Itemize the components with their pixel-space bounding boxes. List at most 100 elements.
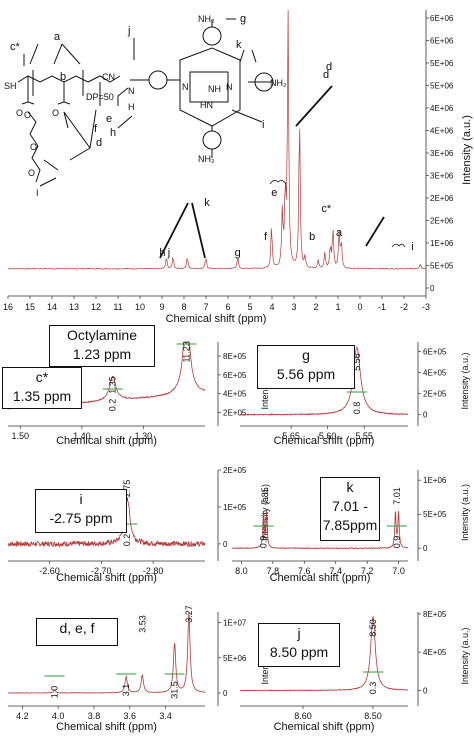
main-y-axis-label: Intensity (a.u.) [461, 115, 473, 185]
box-g-line1: g [302, 347, 310, 363]
integral-label: 0.3 [368, 682, 378, 695]
box-c-star-line2: 1.35 ppm [12, 388, 72, 404]
main-y-tick-label: 0 [430, 284, 435, 293]
box-k-line3: 7.85ppm [322, 517, 378, 533]
peak-value-label: 7.01 [392, 487, 402, 505]
panel-x-tick-label: 3.4 [159, 711, 172, 721]
panel-y-axis-label: Intensity (a.u.) [460, 484, 470, 541]
panel-x-axis-label: Chemical shift (ppm) [56, 721, 157, 733]
panel-y-tick-label: 0 [223, 689, 228, 698]
panel-x-tick-label: -2.70 [91, 566, 112, 576]
panel-y-tick-label: 6E+05 [423, 347, 447, 356]
box-k: k 7.01 - 7.85ppm [320, 477, 380, 541]
structure-annotation-h: h [110, 127, 116, 139]
panel-x-tick-label: 8.60 [294, 711, 312, 721]
panel-x-axis-label: Chemical shift (ppm) [56, 572, 157, 584]
panel-y-tick-label: 6E+05 [223, 371, 247, 380]
panel-y-tick-label: 4E+05 [423, 369, 447, 378]
box-def: d, e, f [36, 618, 118, 646]
panel-x-tick-label: 1.40 [73, 431, 91, 441]
structure-label: O [28, 168, 35, 178]
box-def-line1: d, e, f [59, 620, 95, 636]
integral-label: 0.8 [352, 402, 362, 415]
peak-label-f: f [264, 231, 268, 243]
panel-x-tick-label: 8.0 [235, 566, 248, 576]
main-x-tick-label: 4 [269, 302, 274, 312]
main-spectrum-line [7, 9, 426, 270]
panel-y-tick-label: 1E+06 [423, 476, 447, 485]
box-j-line1: j [297, 625, 301, 641]
main-y-tick-label: 1E+06 [430, 239, 454, 248]
panel-x-tick-label: 7.8 [267, 566, 280, 576]
peak-label-c-star: c* [321, 203, 332, 215]
main-x-tick-label: -2 [400, 302, 408, 312]
main-x-tick-label: 16 [3, 302, 13, 312]
integral-label: 0.9 [392, 536, 402, 549]
structure-label: N [226, 82, 233, 92]
panel-y-tick-label: 0 [423, 411, 428, 420]
panel-y-tick-label: 1E+07 [223, 619, 247, 628]
structure-annotation-f: f [94, 123, 98, 135]
peak-arrows [159, 85, 385, 259]
panel-spectrum-line [240, 346, 409, 416]
box-j: j 8.50 ppm [258, 623, 340, 667]
panel-x-tick-label: 7.4 [329, 566, 342, 576]
main-x-tick-label: 9 [159, 302, 164, 312]
peak-label-i: i [411, 241, 413, 253]
panel-x-tick-label: 7.2 [361, 566, 374, 576]
panel-3: -2.60 -2.70 -2.80 0 1E+05 2E+05 Chemical shift… [7, 466, 270, 584]
main-y-tick-label: 3E+06 [430, 172, 454, 181]
panel-x-tick-label: 1.50 [12, 431, 30, 441]
box-octylamine: Octylamine 1.23 ppm [49, 325, 155, 367]
box-i-line2: -2.75 ppm [49, 510, 113, 526]
main-x-tick-label: -1 [378, 302, 386, 312]
peak-label-g: g [235, 247, 241, 259]
box-g: g 5.56 ppm [257, 345, 355, 389]
panel-spectrum-line [231, 510, 408, 550]
peak-value-label: 8.50 [368, 619, 378, 637]
main-x-axis-label: Chemical shift (ppm) [166, 313, 267, 325]
panel-y-tick-label: 0 [423, 686, 428, 695]
box-j-line2: 8.50 ppm [269, 644, 329, 660]
structure-label: N [128, 86, 135, 96]
structure-annotation-a: a [54, 31, 61, 43]
main-x-tick-label: 7 [203, 302, 208, 312]
panel-y-tick-label: 2E+05 [223, 408, 247, 417]
panel-x-tick-label: 4.0 [52, 711, 65, 721]
panel-x-tick-label: 1.30 [135, 431, 153, 441]
peak-value-label: 5.56 [352, 353, 362, 371]
box-k-line2: 7.01 - [332, 498, 368, 514]
peak-value-label: 1.35 [108, 376, 118, 394]
peak-label-k: k [204, 197, 210, 209]
main-y-tick-label: 2E+06 [430, 194, 454, 203]
main-x-tick-label: 14 [47, 302, 57, 312]
integral-label: 0.2 [122, 534, 132, 547]
main-x-tick-label: 12 [91, 302, 101, 312]
box-octylamine-line2: 1.23 ppm [72, 346, 132, 362]
box-g-line2: 5.56 ppm [276, 366, 336, 382]
main-x-tick-label: 6 [225, 302, 230, 312]
integral-label: 1.0 [50, 686, 60, 699]
structure-label: NH₂ [270, 78, 287, 88]
peak-brace-a [391, 243, 406, 248]
integral-label: 0.9 [258, 536, 268, 549]
main-x-tick-label: 1 [335, 302, 340, 312]
main-y-tick-label: 4E+06 [430, 127, 454, 136]
main-y-tick-label: 5E+06 [430, 82, 454, 91]
panel-y-tick-label: 5E+05 [423, 510, 447, 519]
chemical-structure [17, 18, 274, 187]
main-x-tick-label: 15 [25, 302, 35, 312]
integral-label: 31.5 [170, 681, 180, 699]
structure-annotation-d: d [326, 61, 332, 73]
panel-y-tick-label: 0 [223, 540, 228, 549]
structure-annotation-j: j [127, 25, 130, 37]
peak-brace-e [269, 180, 287, 185]
structure-label: DP=50 [86, 92, 114, 102]
panel-x-tick-label: 3.6 [124, 711, 137, 721]
structure-annotation-i: i [262, 119, 264, 131]
panel-y-tick-label: 0 [423, 544, 428, 553]
peak-label-d: d [323, 69, 329, 81]
panel-x-tick-label: 7.0 [392, 566, 405, 576]
peak-value-label: 3.53 [137, 615, 147, 633]
structure-label: O [24, 110, 31, 120]
